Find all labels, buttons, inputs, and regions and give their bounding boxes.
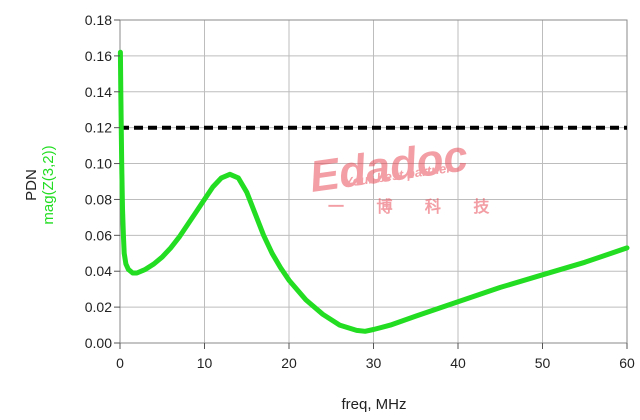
x-tick-label: 30 (366, 355, 382, 371)
series-name-label: mag(Z(3,2)) (40, 145, 57, 224)
x-tick-label: 10 (197, 355, 213, 371)
y-tick-label: 0.04 (85, 263, 112, 279)
x-axis: 0 10 20 30 40 50 60 (116, 343, 635, 371)
y-tick-label: 0.06 (85, 227, 112, 243)
y-tick-label: 0.00 (85, 335, 112, 351)
x-axis-label: freq, MHz (341, 396, 406, 413)
x-tick-label: 0 (116, 355, 124, 371)
series-layer (117, 49, 630, 334)
x-tick-label: 50 (535, 355, 551, 371)
y-tick-label: 0.10 (85, 156, 112, 172)
y-tick-label: 0.12 (85, 120, 112, 136)
x-tick-label: 40 (450, 355, 466, 371)
y-tick-label: 0.18 (85, 12, 112, 28)
y-axis-label: PDN (23, 169, 40, 201)
series-line-mag-z32 (117, 49, 630, 334)
x-tick-label: 60 (619, 355, 635, 371)
y-tick-label: 0.14 (85, 84, 112, 100)
y-tick-label: 0.02 (85, 299, 112, 315)
y-tick-label: 0.08 (85, 191, 112, 207)
x-tick-label: 20 (281, 355, 297, 371)
y-tick-label: 0.16 (85, 48, 112, 64)
y-axis: 0.00 0.02 0.04 0.06 0.08 0.10 0.12 0.14 0.16 0.18 (85, 12, 120, 351)
watermark-chinese: 一 博 科 技 (328, 197, 503, 216)
